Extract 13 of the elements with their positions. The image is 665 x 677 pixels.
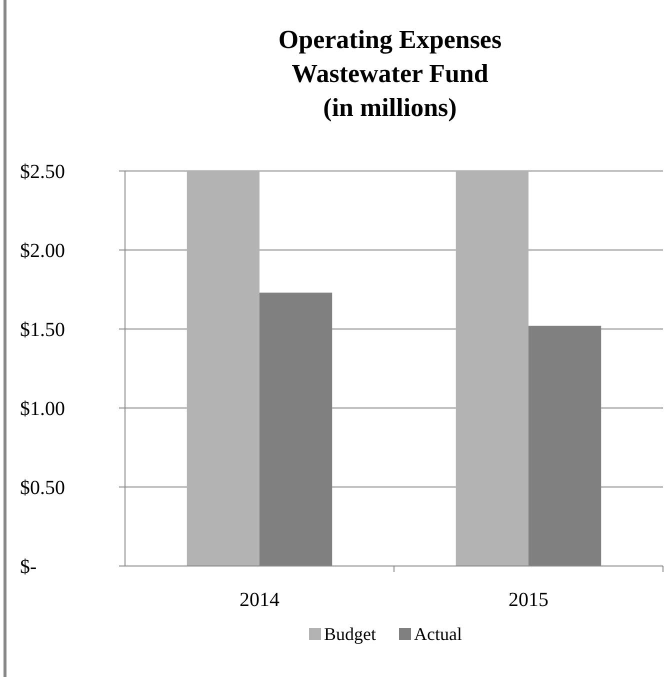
y-tick-label: $0.50 (20, 477, 65, 499)
bar (456, 171, 528, 566)
x-tick-label: 2015 (508, 589, 548, 611)
bar (186, 171, 260, 566)
chart-title: Operating Expenses Wastewater Fund (in millions) (278, 25, 502, 122)
y-tick-label: $- (20, 556, 37, 578)
legend-label: Budget (324, 624, 376, 644)
y-tick-label: $1.50 (20, 319, 65, 341)
legend-label: Actual (414, 624, 462, 644)
x-tick-label: 2014 (240, 589, 280, 611)
y-tick-label: $2.50 (20, 161, 65, 183)
y-tick-label: $2.00 (20, 240, 65, 262)
y-tick-label: $1.00 (20, 398, 65, 420)
